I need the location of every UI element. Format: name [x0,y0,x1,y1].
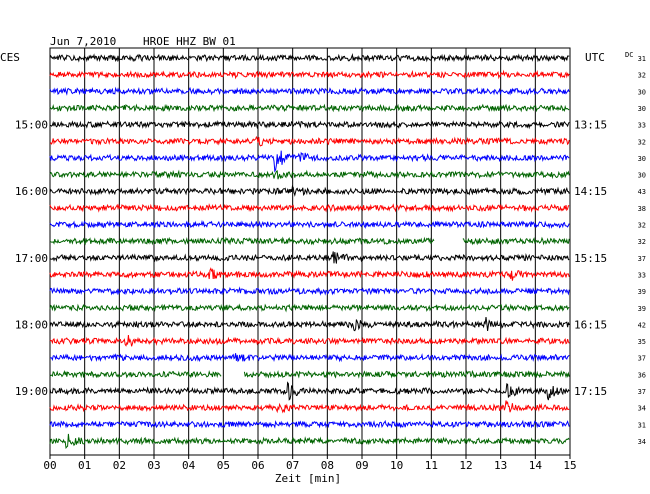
x-tick-label: 03 [147,459,160,472]
dc-offset-label: 31 [638,55,646,63]
dc-offset-label: 32 [638,138,646,146]
chart-date: Jun 7,2010 [50,35,116,48]
dc-offset-label: 39 [638,305,646,313]
trace-row [49,267,570,281]
dc-offset-label: 32 [638,238,646,246]
left-time-label: 18:00 [15,318,48,331]
dc-offset-label: 33 [638,271,646,279]
trace-row [49,119,570,130]
trace-row [49,169,570,180]
trace-row [49,219,570,229]
left-time-label: 16:00 [15,185,48,198]
dc-offset-label: 37 [638,388,646,396]
dc-offset-label: 30 [638,172,646,180]
trace-row [49,433,570,449]
trace-row [49,400,570,414]
dc-offset-label: 34 [638,405,646,413]
dc-offset-label: 30 [638,105,646,113]
dc-offset-label: 32 [638,72,646,80]
x-tick-label: 14 [529,459,543,472]
left-timezone-label: CES [0,51,20,64]
right-time-label: 16:15 [574,318,607,331]
dc-offset-label: 43 [638,188,646,196]
x-tick-label: 13 [494,459,507,472]
dc-offset-label: 34 [638,438,646,446]
traces [49,53,570,449]
dc-offset-label: 37 [638,255,646,263]
dc-offset-label: 36 [638,371,646,379]
trace-row [49,381,570,401]
x-tick-label: 02 [113,459,126,472]
trace-row [49,53,570,63]
right-time-label: 13:15 [574,119,607,132]
x-tick-label: 12 [459,459,472,472]
dc-offset-label: 31 [638,421,646,429]
trace-row [49,103,570,113]
trace-row [49,86,570,96]
chart-station: HROE HHZ BW 01 [143,35,236,48]
right-time-label: 14:15 [574,185,607,198]
dc-label: DC [625,51,633,59]
dc-offset-label: 37 [638,355,646,363]
trace-row [49,203,570,213]
trace-row [49,69,570,80]
left-time-label: 17:00 [15,252,48,265]
dc-offset-label: 32 [638,222,646,230]
x-tick-label: 00 [43,459,56,472]
x-tick-label: 09 [355,459,368,472]
right-timezone-label: UTC [585,51,605,64]
trace-row [49,303,570,313]
trace-row [49,150,570,173]
dc-offset-label: 38 [638,205,646,213]
x-axis-label: Zeit [min] [275,472,341,485]
x-tick-label: 05 [217,459,230,472]
trace-row [49,185,570,197]
trace-row [49,369,570,379]
trace-row [49,286,570,296]
trace-row [49,334,570,347]
trace-row [49,135,570,147]
grid [49,47,571,459]
dc-offset-label: 42 [638,321,646,329]
x-tick-label: 04 [182,459,196,472]
x-tick-label: 07 [286,459,299,472]
x-tick-label: 06 [251,459,264,472]
dc-offset-label: 30 [638,155,646,163]
x-tick-label: 15 [563,459,576,472]
plot-frame [49,47,571,456]
left-time-label: 15:00 [15,119,48,132]
x-tick-label: 01 [78,459,91,472]
labels: 00 01 02 03 04 05 06 07 08 09 10 11 12 13 14 15 31 32 30 30… [15,55,646,472]
left-time-label: 19:00 [15,385,48,398]
trace-row [49,251,570,264]
trace-row [49,317,570,332]
x-tick-label: 10 [390,459,403,472]
trace-row [49,353,570,363]
x-tick-label: 08 [321,459,334,472]
right-time-label: 17:15 [574,385,607,398]
dc-offset-label: 39 [638,288,646,296]
right-time-label: 15:15 [574,252,607,265]
trace-row [49,236,570,246]
dc-offset-label: 30 [638,88,646,96]
dc-offset-label: 35 [638,338,646,346]
x-tick-label: 11 [425,459,438,472]
trace-row [49,419,570,429]
dc-offset-label: 33 [638,122,646,130]
